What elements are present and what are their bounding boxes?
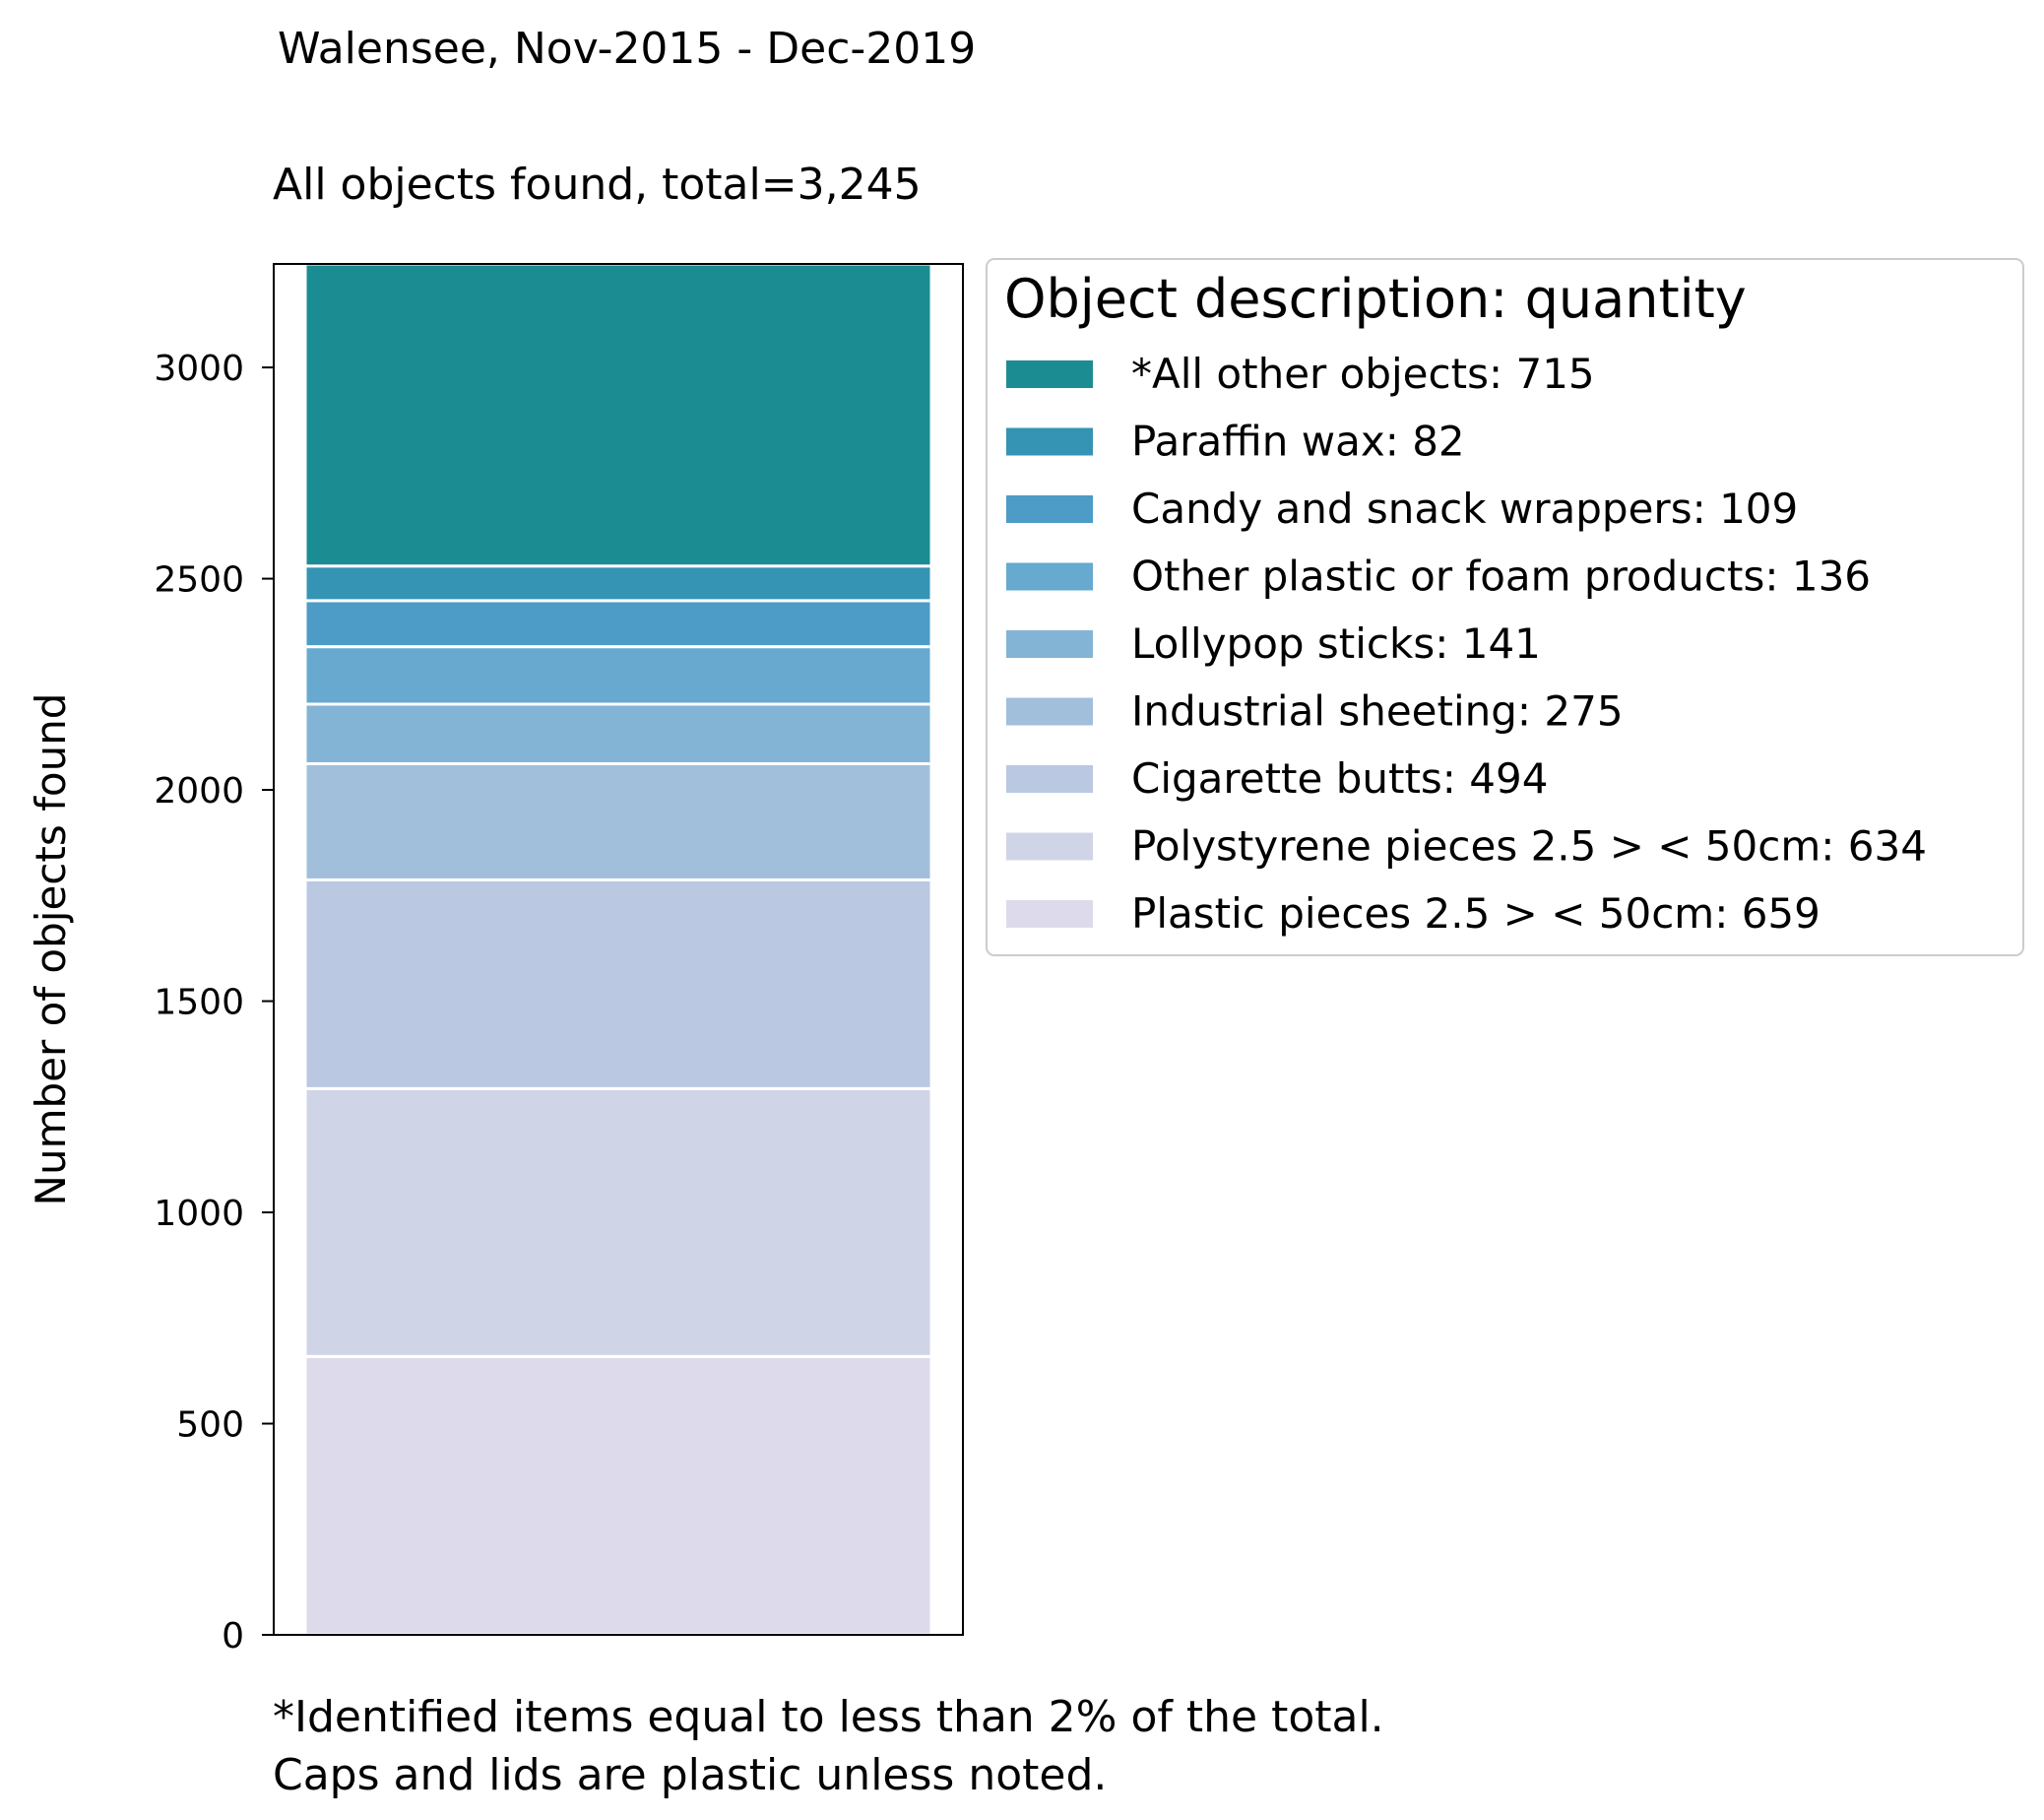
legend-label-candy-and-snack-wrappers: Candy and snack wrappers: 109 [1131,485,1798,533]
legend-label-cigarette-butts: Cigarette butts: 494 [1131,754,1548,803]
footnote-line-2: Caps and lids are plastic unless noted. [273,1750,1107,1800]
bar-segment-paraffin-wax [303,564,933,603]
bar-segment-industrial-sheeting [303,761,933,881]
legend-swatch-lollypop-sticks [1006,630,1093,658]
legend-entries: *All other objects: 715 Paraffin wax: 82 C… [1006,350,1927,938]
legend-label-industrial-sheeting: Industrial sheeting: 275 [1131,687,1624,736]
y-axis-label: Number of objects found [27,693,75,1206]
bar-segment-cigarette-butts [303,878,933,1090]
y-axis: 0 500 1000 1500 2000 2500 3000 [154,349,274,1657]
legend-swatch-polystyrene-pieces-2-5-50cm [1006,832,1093,861]
legend-swatch-plastic-pieces-2-5-50cm [1006,900,1093,928]
y-tick-label: 1500 [154,983,244,1023]
bar-segment-polystyrene-pieces-2-5-50cm [303,1086,933,1358]
legend-swatch-paraffin-wax [1006,427,1093,456]
legend-swatch-cigarette-butts [1006,765,1093,793]
legend-title: Object description: quantity [1004,268,1747,330]
bar-segment-plastic-pieces-2-5-50cm [303,1354,933,1637]
legend-swatch-other-plastic-or-foam-products [1006,562,1093,591]
legend-label-paraffin-wax: Paraffin wax: 82 [1131,418,1465,466]
plot-frame [273,263,964,1636]
bar-segment-all-other-objects [303,262,933,568]
footnote-line-1: *Identified items equal to less than 2% … [273,1692,1384,1742]
chart-suptitle: Walensee, Nov-2015 - Dec-2019 [278,24,976,74]
legend-label-all-other-objects: *All other objects: 715 [1131,350,1595,398]
legend-box [986,258,2024,956]
legend-swatch-all-other-objects [1006,360,1093,388]
y-tick-label: 1000 [154,1194,244,1234]
y-tick-label: 3000 [154,349,244,389]
legend-label-plastic-pieces-2-5-50cm: Plastic pieces 2.5 > < 50cm: 659 [1131,889,1820,938]
legend-swatch-industrial-sheeting [1006,697,1093,726]
y-tick-label: 2500 [154,560,244,601]
bar-stack [303,262,933,1637]
legend-swatch-candy-and-snack-wrappers [1006,495,1093,523]
bar-segment-other-plastic-or-foam-products [303,645,933,706]
bar-segment-lollypop-sticks [303,702,933,765]
y-tick-label: 500 [176,1405,244,1446]
y-tick-label: 2000 [154,771,244,812]
legend-label-lollypop-sticks: Lollypop sticks: 141 [1131,619,1541,668]
legend: Object description: quantity *All other … [986,258,2024,956]
legend-label-polystyrene-pieces-2-5-50cm: Polystyrene pieces 2.5 > < 50cm: 634 [1131,822,1927,871]
chart-title: All objects found, total=3,245 [273,160,922,210]
y-tick-label: 0 [222,1616,244,1657]
bar-segment-candy-and-snack-wrappers [303,599,933,649]
legend-label-other-plastic-or-foam-products: Other plastic or foam products: 136 [1131,552,1871,601]
